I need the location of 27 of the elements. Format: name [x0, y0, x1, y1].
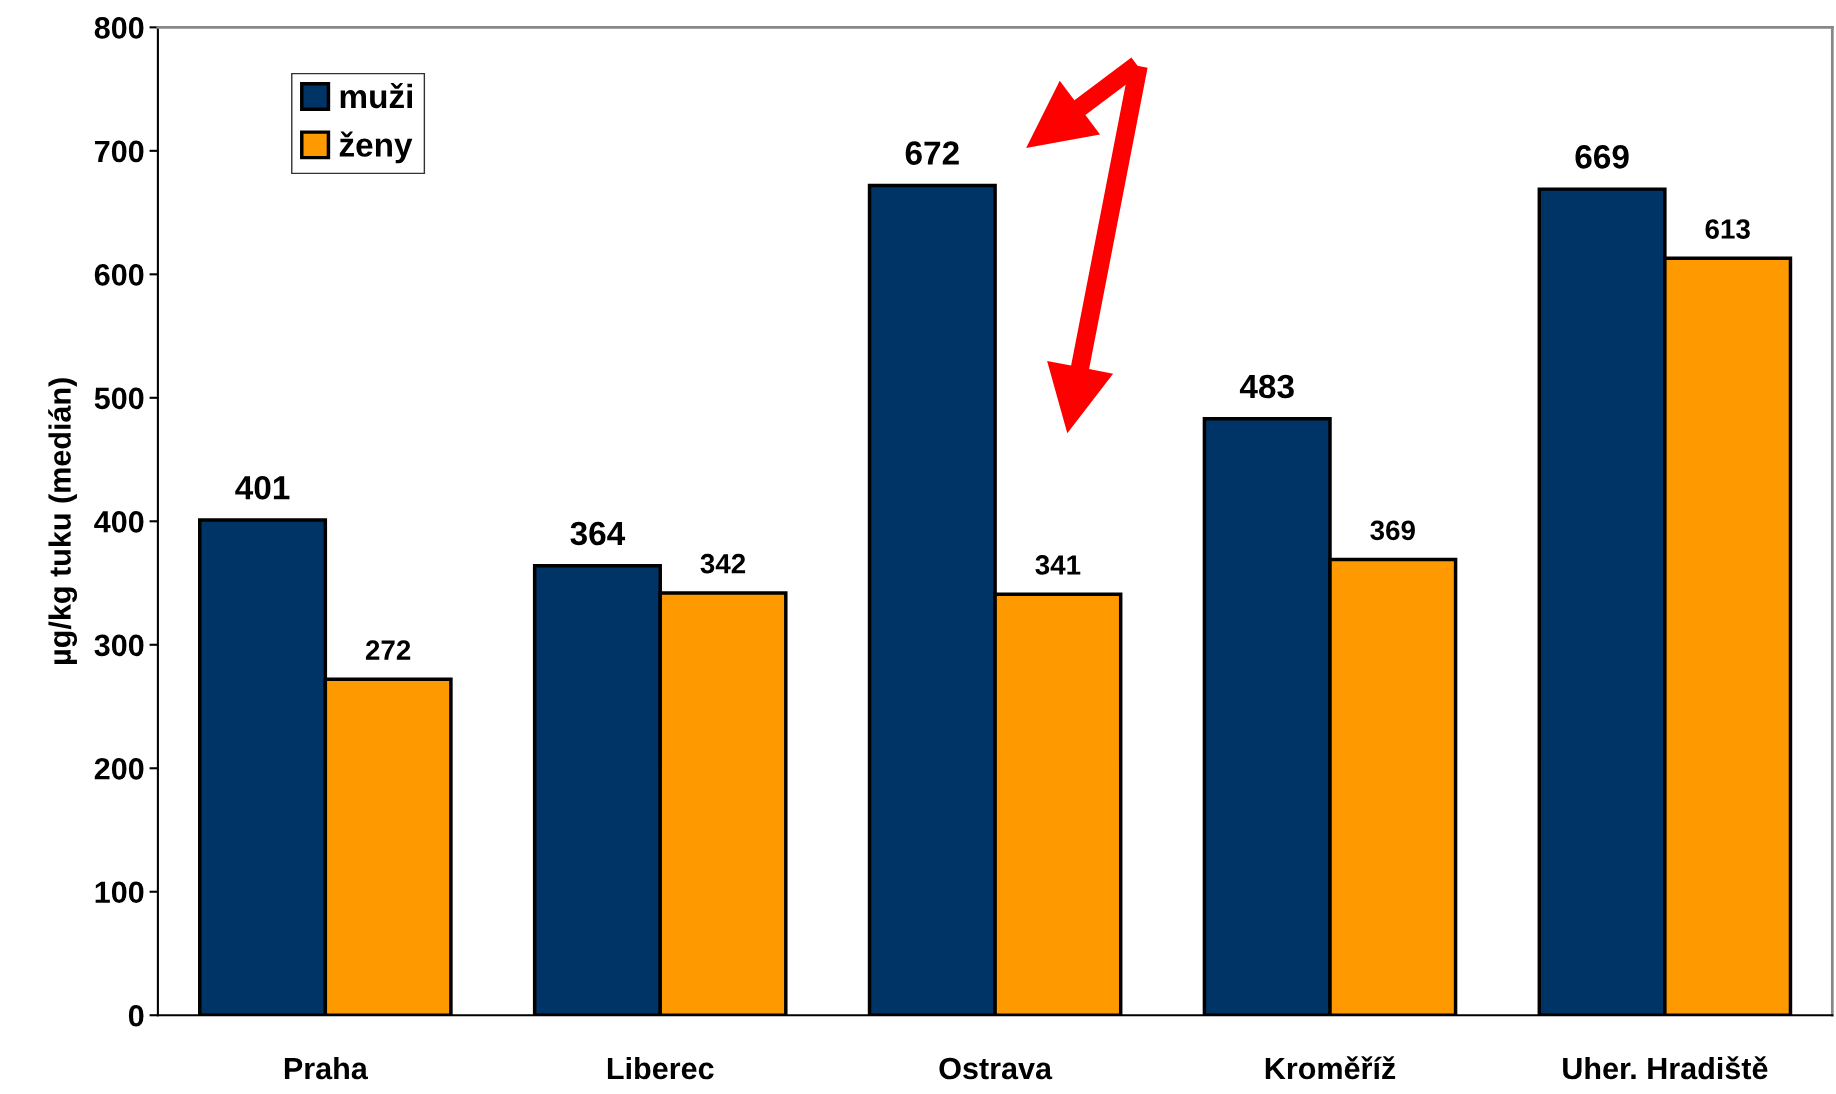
y-tick-label: 400: [94, 511, 144, 533]
y-tick-label: 300: [94, 634, 144, 657]
data-label: 672: [905, 141, 959, 165]
x-tick-label: Liberec: [607, 1056, 714, 1080]
data-label: 483: [1239, 374, 1294, 399]
y-tick-label: 800: [94, 17, 144, 39]
data-label: 342: [700, 553, 746, 574]
data-label: 613: [1705, 219, 1750, 239]
x-tick-label: Kroměříž: [1265, 1056, 1396, 1080]
y-tick-label: 600: [94, 264, 144, 286]
data-label: 272: [365, 640, 411, 660]
legend-label: ženy: [339, 131, 413, 164]
x-tick-label: Uher. Hradiště: [1563, 1056, 1768, 1080]
x-tick-label: Ostrava: [939, 1057, 1053, 1080]
data-label: 341: [1035, 555, 1081, 575]
y-tick-label: 100: [95, 881, 144, 904]
y-tick-label: 0: [128, 1004, 144, 1027]
data-label: 669: [1575, 145, 1629, 169]
legend-label: muži: [340, 83, 413, 109]
y-tick-label: 700: [95, 140, 144, 163]
x-tick-label: Praha: [284, 1056, 368, 1080]
data-label: 401: [235, 475, 290, 500]
y-tick-label: 200: [94, 758, 144, 780]
y-tick-label: 500: [94, 387, 144, 410]
data-label: 369: [1370, 520, 1415, 541]
data-label: 364: [570, 521, 626, 546]
y-axis-title: µg/kg tuku (medián): [48, 378, 78, 664]
